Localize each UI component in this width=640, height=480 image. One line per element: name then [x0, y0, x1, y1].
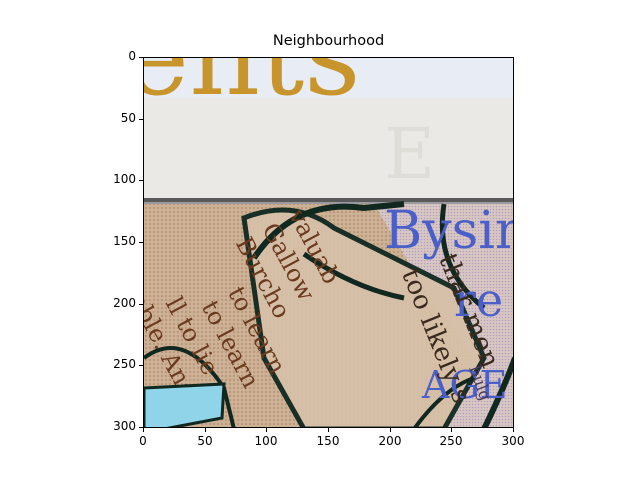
headline-fragment: ents: [144, 58, 361, 120]
ytick-mark: [139, 57, 143, 58]
xtick-label: 150: [316, 434, 340, 448]
xtick-label: 100: [254, 434, 278, 448]
photo-image: ents E Bysin re AGE bulg: [144, 58, 514, 427]
blue-text-re: re: [454, 273, 503, 327]
ytick-label: 0: [128, 49, 136, 63]
ytick-mark: [139, 304, 143, 305]
xtick-mark: [513, 428, 514, 432]
ytick-mark: [139, 119, 143, 120]
xtick-mark: [205, 428, 206, 432]
ytick-label: 300: [113, 419, 136, 433]
ytick-mark: [139, 427, 143, 428]
xtick-mark: [143, 428, 144, 432]
xtick-label: 0: [139, 434, 147, 448]
svg-text:E: E: [384, 113, 435, 195]
xtick-mark: [390, 428, 391, 432]
ytick-label: 250: [113, 357, 136, 371]
xtick-label: 250: [439, 434, 463, 448]
blue-text-age: AGE: [421, 363, 508, 407]
image-axes: ents E Bysin re AGE bulg: [143, 57, 514, 428]
ytick-mark: [139, 180, 143, 181]
xtick-label: 200: [378, 434, 402, 448]
ytick-mark: [139, 365, 143, 366]
plot-title: Neighbourhood: [272, 33, 385, 49]
ytick-label: 200: [113, 296, 136, 310]
xtick-mark: [328, 428, 329, 432]
ytick-label: 150: [113, 234, 136, 248]
xtick-label: 50: [197, 434, 213, 448]
blue-text-business: Bysin: [384, 201, 514, 261]
xtick-label: 300: [501, 434, 525, 448]
ytick-label: 50: [120, 111, 136, 125]
ytick-label: 100: [113, 172, 136, 186]
ytick-mark: [139, 242, 143, 243]
xtick-mark: [451, 428, 452, 432]
xtick-mark: [266, 428, 267, 432]
